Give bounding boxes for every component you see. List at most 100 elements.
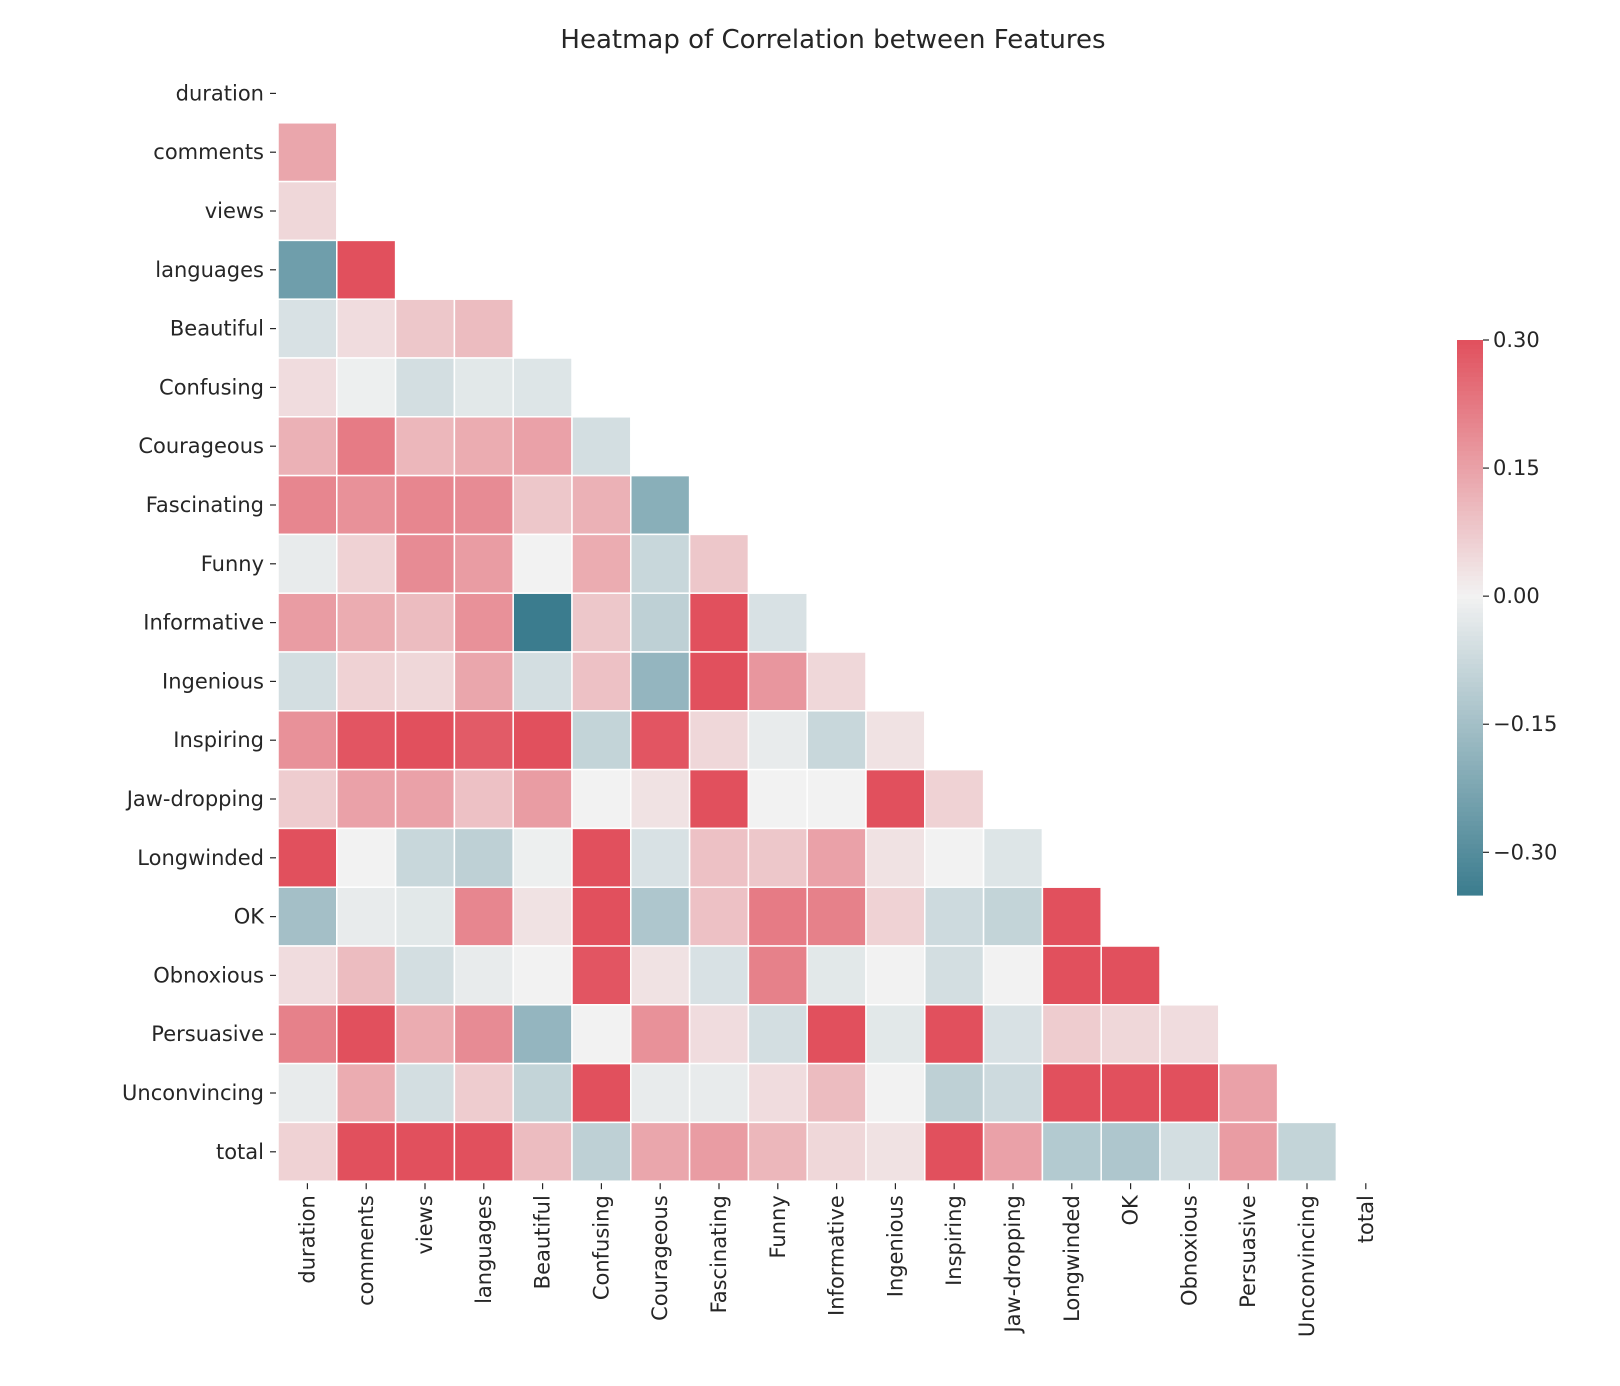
y-tick-label: duration xyxy=(176,81,264,105)
heatmap-cell-16-2 xyxy=(394,1004,456,1065)
colorbar-gradient-slice xyxy=(1457,640,1483,646)
heatmap-cell-14-11 xyxy=(924,886,985,947)
colorbar-gradient-slice xyxy=(1457,589,1483,595)
x-tick-label: Unconvincing xyxy=(1295,1195,1319,1337)
heatmap-cell-8-2 xyxy=(394,533,456,594)
heatmap-cell-6-5 xyxy=(571,416,632,477)
colorbar-gradient-slice xyxy=(1457,381,1483,387)
heatmap-cell-12-1 xyxy=(336,768,397,830)
heatmap-cell-18-15 xyxy=(1159,1121,1220,1182)
heatmap-cell-10-7 xyxy=(688,651,750,712)
y-tick-label: languages xyxy=(155,258,264,282)
colorbar-gradient-slice xyxy=(1457,400,1483,406)
heatmap-cell-8-4 xyxy=(512,533,573,594)
heatmap-cell-7-3 xyxy=(453,474,514,536)
heatmap-cell-11-1 xyxy=(336,710,397,771)
heatmap-cell-18-17 xyxy=(1276,1121,1338,1182)
heatmap-cell-9-1 xyxy=(336,592,397,653)
x-axis-ticks: duration comments views languages Beautiful C… xyxy=(295,1183,1378,1337)
heatmap-cell-7-4 xyxy=(512,474,573,536)
colorbar-gradient-slice xyxy=(1457,834,1483,841)
colorbar-gradient-slice xyxy=(1457,793,1483,799)
heatmap-cell-14-8 xyxy=(747,886,808,947)
colorbar-gradient-slice xyxy=(1457,548,1483,554)
colorbar-gradient-slice xyxy=(1457,446,1483,452)
heatmap-cell-15-3 xyxy=(453,945,514,1006)
heatmap-cell-12-5 xyxy=(571,768,632,830)
colorbar-gradient-slice xyxy=(1457,853,1483,859)
colorbar-gradient-slice xyxy=(1457,358,1483,364)
heatmap-cell-16-14 xyxy=(1100,1004,1161,1065)
colorbar-gradient-slice xyxy=(1457,691,1483,697)
heatmap-cell-9-7 xyxy=(688,592,750,653)
heatmap-cells xyxy=(277,122,1338,1182)
colorbar-gradient-slice xyxy=(1457,797,1483,804)
colorbar-tick-label: 0.15 xyxy=(1493,456,1540,480)
colorbar-gradient-slice xyxy=(1457,515,1483,521)
heatmap-cell-12-0 xyxy=(277,768,338,830)
colorbar-gradient-slice xyxy=(1457,714,1483,720)
heatmap-cell-18-2 xyxy=(394,1121,456,1182)
colorbar-gradient-slice xyxy=(1457,418,1483,424)
colorbar-tick-label: 0.00 xyxy=(1493,584,1540,608)
y-tick-label: Longwinded xyxy=(137,846,264,870)
heatmap-cell-18-9 xyxy=(806,1121,867,1182)
colorbar-gradient-slice xyxy=(1457,858,1483,864)
heatmap-cell-5-4 xyxy=(512,357,573,418)
colorbar-gradient-slice xyxy=(1457,344,1483,350)
heatmap-cell-17-8 xyxy=(747,1062,808,1124)
colorbar-gradient-slice xyxy=(1457,552,1483,558)
colorbar-gradient-slice xyxy=(1457,779,1483,785)
heatmap-cell-7-5 xyxy=(571,474,632,536)
heatmap-cell-14-4 xyxy=(512,886,573,947)
colorbar-gradient-slice xyxy=(1457,377,1483,383)
heatmap-cell-16-12 xyxy=(982,1004,1044,1065)
heatmap-cell-15-4 xyxy=(512,945,573,1006)
heatmap-cell-17-5 xyxy=(571,1062,632,1124)
heatmap-cell-18-8 xyxy=(747,1121,808,1182)
colorbar-gradient-slice xyxy=(1457,677,1483,683)
colorbar-gradient-slice xyxy=(1457,455,1483,461)
colorbar-gradient-slice xyxy=(1457,705,1483,711)
colorbar-gradient-slice xyxy=(1457,469,1483,475)
colorbar-gradient-slice xyxy=(1457,844,1483,850)
heatmap-cell-8-0 xyxy=(277,533,338,594)
heatmap-cell-1-0 xyxy=(277,122,338,183)
heatmap-cell-18-16 xyxy=(1218,1121,1279,1182)
x-tick-label: Courageous xyxy=(648,1195,672,1321)
x-tick-label: Informative xyxy=(825,1195,849,1316)
colorbar-gradient-slice xyxy=(1457,395,1483,401)
heatmap-cell-15-13 xyxy=(1041,945,1102,1006)
heatmap-cell-13-8 xyxy=(747,827,808,888)
colorbar-gradient-slice xyxy=(1457,386,1483,392)
heatmap-cell-11-4 xyxy=(512,710,573,771)
colorbar-gradient-slice xyxy=(1457,774,1483,780)
y-tick-label: comments xyxy=(153,140,264,164)
colorbar-gradient-slice xyxy=(1457,520,1483,526)
heatmap-cell-17-0 xyxy=(277,1062,338,1124)
heatmap-cell-18-5 xyxy=(571,1121,632,1182)
heatmap-cell-10-1 xyxy=(336,651,397,712)
y-tick-label: Unconvincing xyxy=(122,1081,264,1105)
heatmap-cell-7-1 xyxy=(336,474,397,536)
colorbar-gradient-slice xyxy=(1457,437,1483,443)
heatmap-cell-10-3 xyxy=(453,651,514,712)
colorbar-gradient-slice xyxy=(1457,807,1483,813)
y-tick-label: Jaw-dropping xyxy=(125,787,264,811)
colorbar-gradient-slice xyxy=(1457,511,1483,517)
heatmap-cell-12-10 xyxy=(865,768,926,830)
y-tick-label: Funny xyxy=(201,552,264,576)
heatmap-cell-16-13 xyxy=(1041,1004,1102,1065)
heatmap-cell-7-2 xyxy=(394,474,456,536)
colorbar-gradient-slice xyxy=(1457,571,1483,577)
colorbar-gradient-slice xyxy=(1457,659,1483,665)
colorbar-gradient-slice xyxy=(1457,372,1483,378)
colorbar-gradient-slice xyxy=(1457,599,1483,605)
colorbar-gradient-slice xyxy=(1457,765,1483,771)
heatmap-cell-15-0 xyxy=(277,945,338,1006)
colorbar-gradient-slice xyxy=(1457,876,1483,882)
colorbar-gradient-slice xyxy=(1457,390,1483,397)
colorbar-gradient-slice xyxy=(1457,432,1483,438)
colorbar-gradient-slice xyxy=(1457,451,1483,457)
colorbar-gradient-slice xyxy=(1457,603,1483,609)
